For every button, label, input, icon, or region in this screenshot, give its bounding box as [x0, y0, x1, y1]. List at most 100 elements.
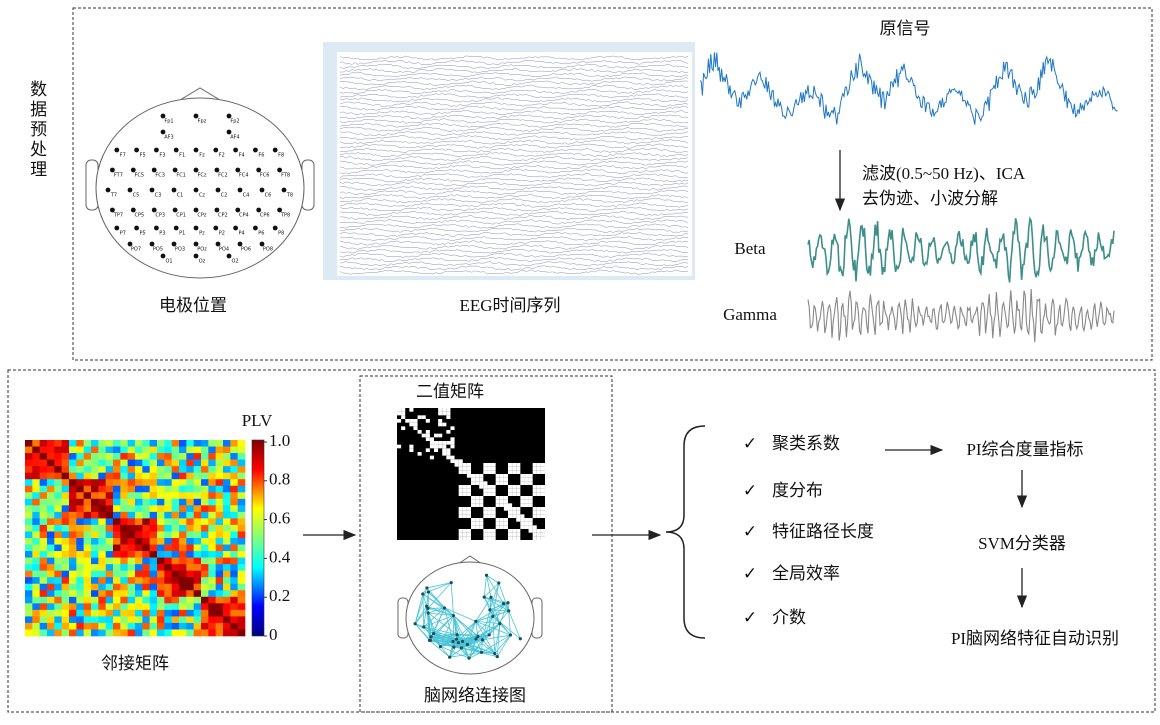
node	[451, 640, 454, 643]
matrix-cell	[179, 531, 187, 538]
matrix-cell	[230, 558, 238, 565]
matrix-cell	[179, 460, 187, 467]
matrix-cell	[194, 460, 202, 467]
binary-cell	[450, 437, 454, 441]
matrix-cell	[194, 597, 202, 604]
matrix-cell	[128, 473, 136, 480]
matrix-cell	[216, 590, 224, 597]
matrix-cell	[142, 610, 150, 617]
matrix-cell	[76, 629, 84, 636]
electrode	[194, 254, 199, 259]
matrix-cell	[113, 590, 121, 597]
matrix-cell	[40, 512, 48, 519]
electrode	[233, 226, 238, 231]
matrix-cell	[40, 499, 48, 506]
node	[491, 615, 494, 618]
matrix-cell	[106, 440, 114, 447]
matrix-cell	[179, 584, 187, 591]
electrode-label: C5	[133, 193, 140, 199]
matrix-cell	[230, 479, 238, 486]
matrix-cell	[40, 447, 48, 454]
matrix-cell	[62, 616, 70, 623]
matrix-cell	[194, 440, 202, 447]
matrix-cell	[25, 466, 33, 473]
matrix-cell	[54, 603, 62, 610]
binary-cell	[483, 533, 487, 537]
binary-cell	[492, 536, 496, 540]
matrix-cell	[223, 564, 231, 571]
electrode-label: Fpz	[198, 119, 207, 125]
matrix-cell	[223, 538, 231, 545]
matrix-cell	[142, 564, 150, 571]
matrix-cell	[113, 629, 121, 636]
matrix-cell	[157, 629, 165, 636]
matrix-cell	[62, 531, 70, 538]
matrix-cell	[25, 558, 33, 565]
matrix-cell	[113, 545, 121, 552]
binary-cell	[442, 448, 446, 452]
binary-cell	[438, 445, 442, 449]
node	[496, 655, 499, 658]
matrix-cell	[98, 597, 106, 604]
matrix-cell	[62, 551, 70, 558]
matrix-cell	[76, 512, 84, 519]
matrix-cell	[113, 486, 121, 493]
matrix-cell	[150, 571, 158, 578]
matrix-cell	[157, 564, 165, 571]
binary-cell	[467, 485, 471, 489]
matrix-cell	[113, 564, 121, 571]
matrix-cell	[238, 545, 246, 552]
matrix-cell	[230, 584, 238, 591]
matrix-cell	[216, 577, 224, 584]
binary-cell	[520, 500, 524, 504]
matrix-cell	[128, 623, 136, 630]
matrix-cell	[164, 610, 172, 617]
binary-cell	[492, 533, 496, 537]
binary-cell	[496, 503, 500, 507]
matrix-cell	[98, 525, 106, 532]
matrix-cell	[142, 545, 150, 552]
binary-cell	[479, 478, 483, 482]
node	[481, 638, 484, 641]
binary-cell	[459, 492, 463, 496]
matrix-cell	[157, 453, 165, 460]
matrix-cell	[135, 558, 143, 565]
matrix-cell	[164, 551, 172, 558]
caption: 脑网络连接图	[424, 686, 526, 705]
matrix-cell	[69, 525, 77, 532]
matrix-cell	[223, 590, 231, 597]
matrix-cell	[76, 447, 84, 454]
binary-cell	[512, 470, 516, 474]
matrix-cell	[32, 545, 40, 552]
matrix-cell	[98, 577, 106, 584]
matrix-cell	[25, 564, 33, 571]
binary-cell	[463, 492, 467, 496]
matrix-cell	[76, 584, 84, 591]
matrix-cell	[84, 525, 92, 532]
matrix-cell	[84, 564, 92, 571]
matrix-cell	[40, 473, 48, 480]
binary-cell	[512, 467, 516, 471]
binary-cell	[512, 489, 516, 493]
matrix-cell	[186, 505, 194, 512]
matrix-cell	[142, 603, 150, 610]
matrix-cell	[128, 531, 136, 538]
matrix-cell	[142, 460, 150, 467]
matrix-cell	[47, 460, 55, 467]
matrix-cell	[62, 577, 70, 584]
matrix-cell	[223, 466, 231, 473]
electrode-label: PO8	[263, 247, 273, 253]
matrix-cell	[238, 538, 246, 545]
matrix-cell	[172, 545, 180, 552]
matrix-cell	[135, 571, 143, 578]
electrode-label: Fz	[199, 153, 205, 159]
matrix-cell	[84, 531, 92, 538]
matrix-cell	[194, 545, 202, 552]
binary-cell	[483, 485, 487, 489]
matrix-cell	[194, 531, 202, 538]
matrix-cell	[135, 531, 143, 538]
matrix-cell	[238, 518, 246, 525]
matrix-cell	[223, 473, 231, 480]
matrix-cell	[40, 564, 48, 571]
matrix-cell	[128, 453, 136, 460]
